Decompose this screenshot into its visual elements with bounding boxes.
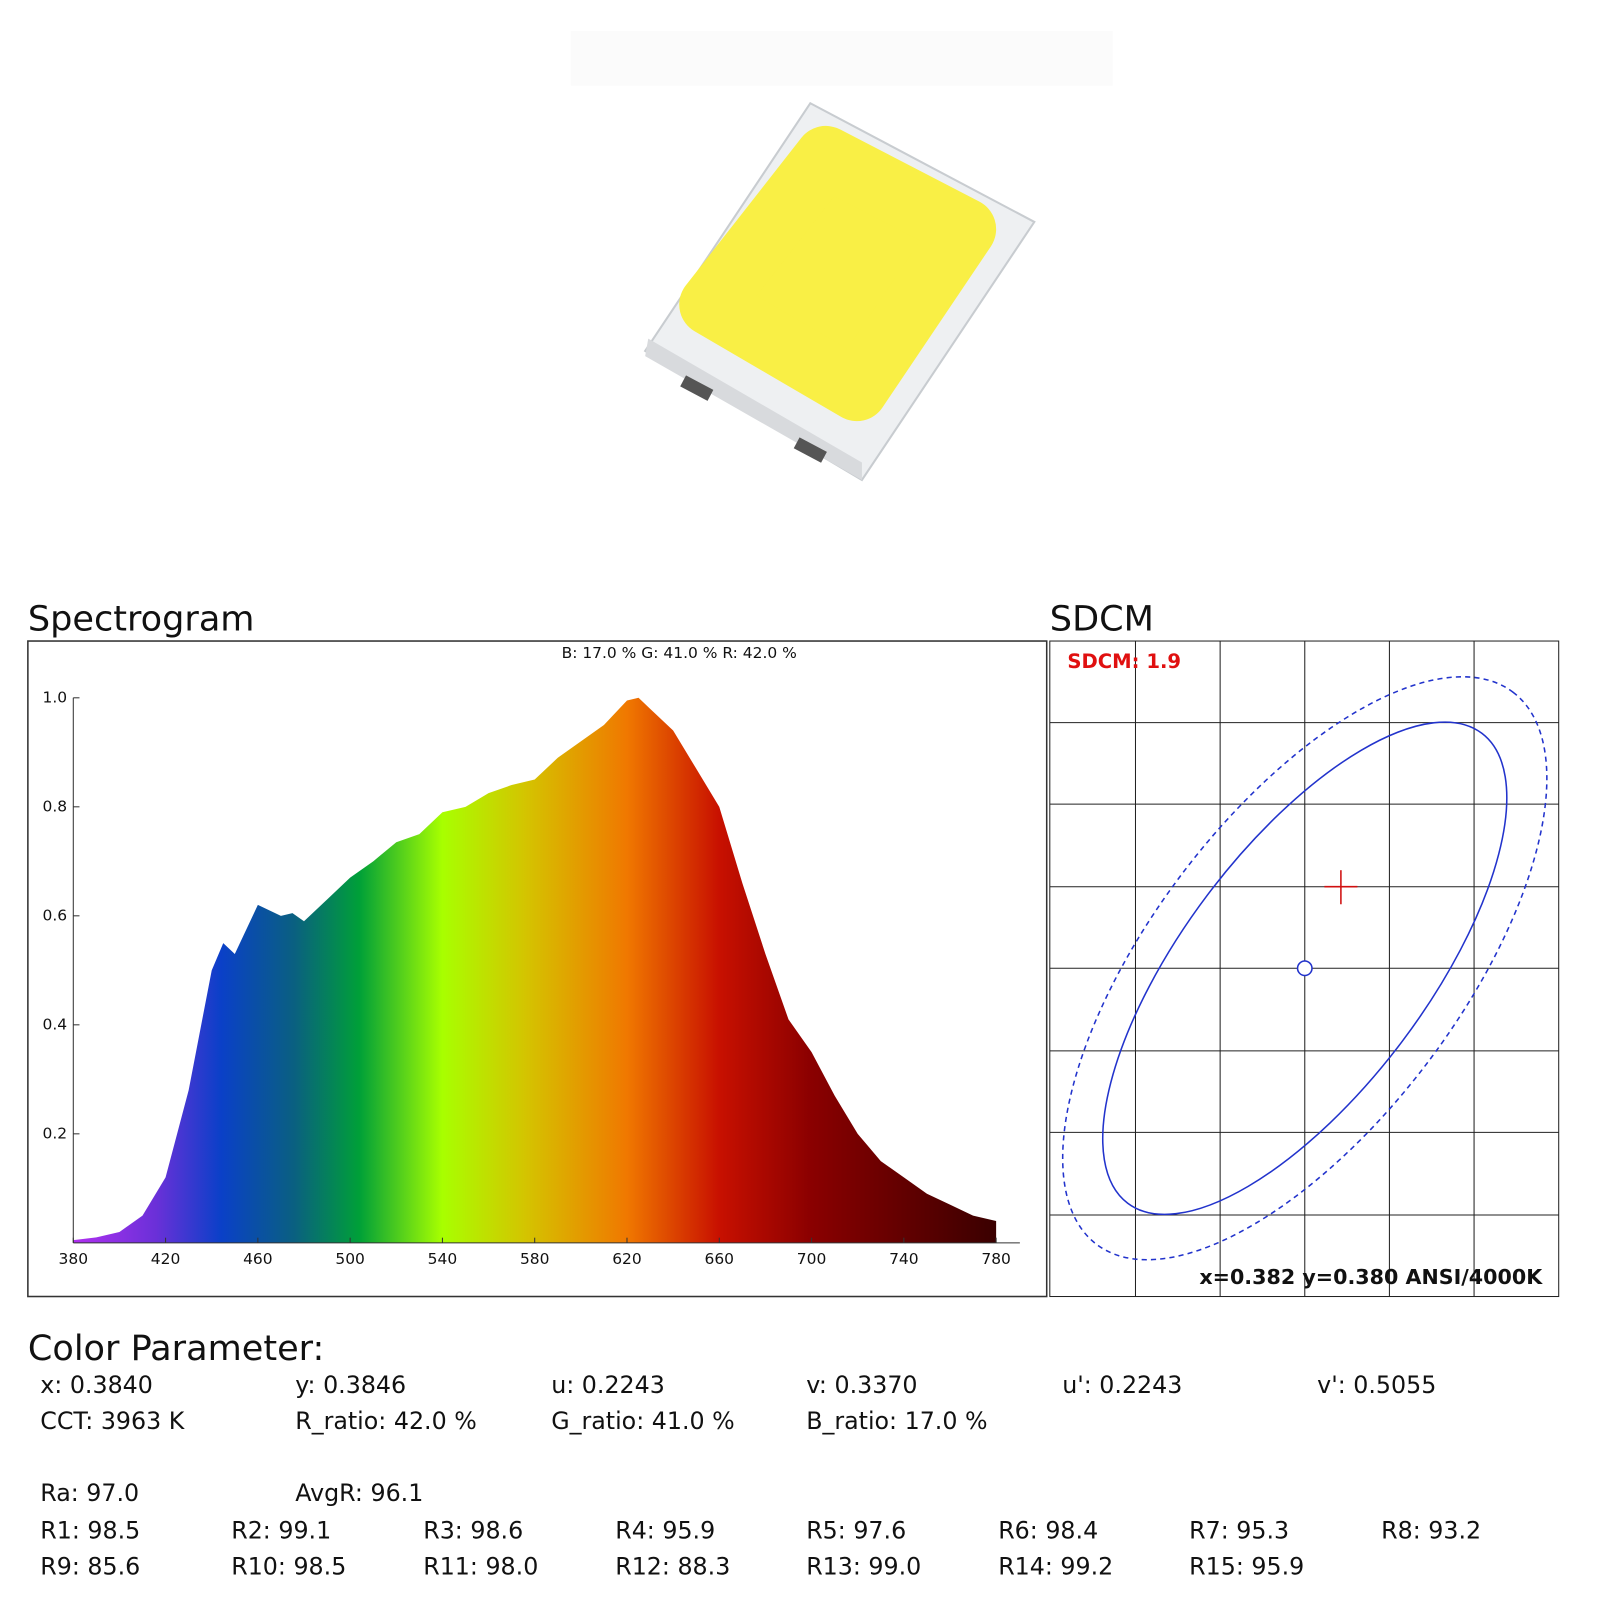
parameter: v': 0.5055 <box>1317 1371 1436 1399</box>
y-tick-label: 0.2 <box>42 1124 67 1142</box>
sdcm-coordinates: x=0.382 y=0.380 ANSI/4000K <box>1199 1265 1543 1289</box>
sdcm-ellipses <box>1061 676 1548 1261</box>
led-image <box>643 101 1036 482</box>
spectrum-area <box>73 697 997 1243</box>
color-parameter-title: Color Parameter: <box>28 1328 324 1369</box>
spectrogram-frame <box>27 640 1048 1298</box>
x-tick-label: 540 <box>428 1250 458 1268</box>
parameter: R14: 99.2 <box>998 1553 1113 1581</box>
sdcm-value: SDCM: 1.9 <box>1067 650 1181 673</box>
parameter: R6: 98.4 <box>998 1516 1098 1544</box>
parameter: R7: 95.3 <box>1189 1516 1289 1544</box>
parameter: R15: 95.9 <box>1189 1553 1304 1581</box>
banner <box>570 30 1113 86</box>
parameter: v: 0.3370 <box>806 1371 917 1399</box>
parameter: R2: 99.1 <box>231 1516 331 1544</box>
x-tick-label: 700 <box>797 1250 827 1268</box>
parameter: x: 0.3840 <box>40 1371 153 1399</box>
parameter: R9: 85.6 <box>40 1553 140 1581</box>
parameter: u: 0.2243 <box>551 1371 665 1399</box>
parameter: R10: 98.5 <box>231 1553 346 1581</box>
parameter: G_ratio: 41.0 % <box>551 1407 734 1435</box>
x-tick-label: 380 <box>59 1250 89 1268</box>
parameter: R11: 98.0 <box>423 1553 538 1581</box>
y-tick-label: 0.4 <box>42 1015 67 1033</box>
x-tick-label: 740 <box>889 1250 919 1268</box>
parameter: R5: 97.6 <box>806 1516 906 1544</box>
x-tick-label: 420 <box>151 1250 181 1268</box>
parameter: R3: 98.6 <box>423 1516 523 1544</box>
parameter: u': 0.2243 <box>1062 1371 1182 1399</box>
parameter: R13: 99.0 <box>806 1553 921 1581</box>
color-parameters: x: 0.3840 y: 0.3846 u: 0.2243 v: 0.3370 u': … <box>40 1371 1481 1581</box>
spectrogram-plot: 0.2 0.4 0.6 0.8 1.0 380 420 460 500 540 580 620 660 7… <box>42 688 1020 1268</box>
parameter: y: 0.3846 <box>295 1371 406 1399</box>
parameter: R4: 95.9 <box>615 1516 715 1544</box>
spectrogram-title: Spectrogram <box>28 598 255 639</box>
sdcm-title: SDCM <box>1050 598 1154 639</box>
parameter: CCT: 3963 K <box>40 1407 186 1435</box>
x-tick-label: 780 <box>981 1250 1011 1268</box>
parameter: R1: 98.5 <box>40 1516 140 1544</box>
x-tick-label: 660 <box>705 1250 735 1268</box>
parameter: R_ratio: 42.0 % <box>295 1407 477 1435</box>
y-tick-label: 0.6 <box>42 906 67 924</box>
x-tick-label: 620 <box>612 1250 642 1268</box>
parameter: R8: 93.2 <box>1381 1516 1481 1544</box>
x-tick-label: 580 <box>520 1250 550 1268</box>
y-tick-label: 1.0 <box>42 688 67 706</box>
spectrogram-subtitle: B: 17.0 % G: 41.0 % R: 42.0 % <box>562 644 797 662</box>
parameter: R12: 88.3 <box>615 1553 730 1581</box>
y-tick-label: 0.8 <box>42 797 67 815</box>
x-tick-label: 460 <box>243 1250 273 1268</box>
sdcm-point <box>1324 870 1358 905</box>
parameter: AvgR: 96.1 <box>295 1479 423 1507</box>
parameter: Ra: 97.0 <box>40 1479 139 1507</box>
parameter: B_ratio: 17.0 % <box>806 1407 987 1435</box>
x-tick-label: 500 <box>335 1250 365 1268</box>
